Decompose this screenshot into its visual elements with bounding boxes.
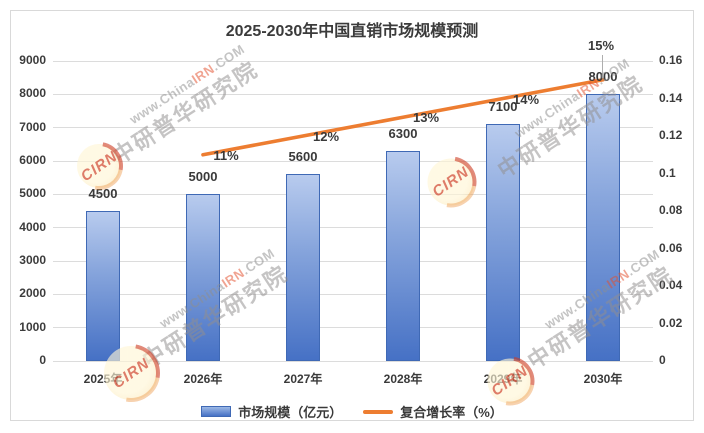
y-axis-tick-right: 0.1	[659, 165, 676, 180]
y-axis-tick-right: 0.14	[659, 90, 683, 105]
watermark-stamp-icon: CIRN	[427, 158, 475, 206]
legend-bar-label: 市场规模（亿元）	[238, 405, 343, 420]
y-axis-tick-right: 0.16	[659, 53, 683, 67]
y-axis-tick-left: 7000	[19, 119, 46, 134]
watermark-stamp-text: CIRN	[488, 362, 532, 400]
watermark-stamp-text: CIRN	[77, 147, 121, 185]
bar-2025年	[86, 211, 120, 361]
legend: 市场规模（亿元） 复合增长率（%）	[0, 402, 704, 421]
x-axis-label: 2026年	[183, 372, 223, 386]
line-point-label: 15%	[587, 38, 615, 53]
x-axis-label: 2028年	[383, 372, 423, 386]
legend-line-label: 复合增长率（%）	[400, 405, 503, 420]
y-axis-tick-right: 0	[659, 353, 666, 367]
y-axis-tick-right: 0.04	[659, 278, 683, 292]
y-axis-tick-left: 1000	[19, 319, 46, 334]
line-point-label: 13%	[412, 110, 440, 126]
gridline	[53, 193, 653, 195]
line-point-label: 12%	[312, 129, 340, 144]
bar-2027年	[286, 174, 320, 361]
bar-value-label: 7100	[488, 99, 518, 115]
bar-2028年	[386, 151, 420, 361]
gridline	[53, 327, 653, 329]
bar-value-label: 5000	[188, 169, 218, 185]
y-axis-tick-left: 0	[39, 353, 46, 367]
x-axis-label: 2027年	[283, 372, 323, 386]
label-leader-line	[602, 55, 603, 76]
gridline	[53, 227, 653, 229]
watermark-stamp-icon: CIRN	[104, 346, 158, 400]
bar-value-label: 5600	[288, 149, 318, 165]
watermark-stamp-text: CIRN	[109, 354, 153, 392]
legend-line-swatch-icon	[363, 409, 394, 414]
watermark-stamp-text: CIRN	[429, 163, 473, 201]
bar-2026年	[186, 194, 220, 361]
y-axis-tick-right: 0.12	[659, 128, 683, 142]
y-axis-tick-left: 5000	[19, 186, 46, 201]
gridline	[53, 93, 653, 95]
y-axis-tick-left: 9000	[19, 53, 46, 67]
gridline	[53, 160, 653, 162]
y-axis-tick-left: 3000	[19, 253, 46, 267]
watermark-stamp-icon: CIRN	[77, 144, 121, 188]
bar-value-label: 6300	[388, 126, 418, 141]
gridline	[53, 60, 653, 62]
legend-bar-swatch-icon	[201, 406, 232, 417]
chart-title: 2025-2030年中国直销市场规模预测	[225, 23, 479, 40]
x-axis-label: 2030年	[583, 372, 623, 386]
y-axis-tick-right: 0.08	[659, 203, 683, 217]
bar-2029年	[486, 124, 520, 361]
bar-value-label: 8000	[588, 69, 618, 85]
gridline	[53, 293, 653, 295]
y-axis-tick-left: 8000	[19, 86, 46, 101]
watermark-stamp-icon: CIRN	[487, 358, 533, 404]
bar-2030年	[586, 94, 620, 361]
y-axis-tick-right: 0.06	[659, 240, 683, 255]
line-point-label: 14%	[512, 91, 540, 107]
line-point-label: 11%	[213, 147, 239, 163]
gridline	[53, 260, 653, 262]
gridline	[53, 360, 653, 362]
y-axis-tick-left: 6000	[19, 153, 46, 167]
y-axis-tick-right: 0.02	[659, 315, 683, 330]
y-axis-tick-left: 4000	[19, 219, 46, 234]
y-axis-tick-left: 2000	[19, 286, 46, 301]
